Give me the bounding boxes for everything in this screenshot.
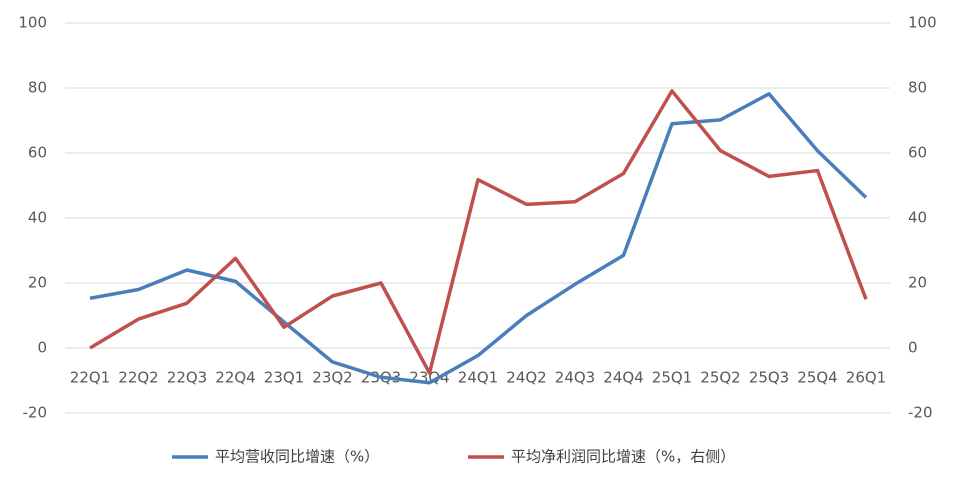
y-tick-label: 20 <box>28 274 47 292</box>
x-tick-label: 24Q3 <box>555 369 595 387</box>
y-tick-label: 0 <box>37 339 47 357</box>
y2-tick-label: -20 <box>908 404 933 422</box>
x-tick-label: 22Q3 <box>167 369 207 387</box>
y-tick-label: 40 <box>28 209 47 227</box>
y2-tick-label: 40 <box>908 209 927 227</box>
x-tick-label: 22Q1 <box>70 369 110 387</box>
x-tick-label: 25Q3 <box>749 369 789 387</box>
x-tick-label: 22Q4 <box>215 369 255 387</box>
y-tick-label: -20 <box>23 404 48 422</box>
y2-tick-label: 60 <box>908 144 927 162</box>
series-line <box>89 92 868 385</box>
x-tick-label: 24Q4 <box>603 369 643 387</box>
x-tick-label: 24Q1 <box>458 369 498 387</box>
y-tick-label: 80 <box>28 79 47 97</box>
y-tick-label: 60 <box>28 144 47 162</box>
y-tick-label: 100 <box>18 14 47 32</box>
x-tick-label: 24Q2 <box>506 369 546 387</box>
y2-tick-label: 0 <box>908 339 918 357</box>
legend: 平均营收同比增速（%） 平均净利润同比增速（%，右侧） <box>172 448 735 466</box>
legend-label: 平均净利润同比增速（%，右侧） <box>511 448 735 466</box>
y2-tick-label: 80 <box>908 79 927 97</box>
x-tick-label: 26Q1 <box>846 369 886 387</box>
x-tick-label: 25Q1 <box>652 369 692 387</box>
series-line <box>89 89 868 375</box>
x-tick-label: 25Q4 <box>797 369 837 387</box>
x-tick-label: 23Q2 <box>312 369 352 387</box>
x-tick-label: 25Q2 <box>700 369 740 387</box>
x-tick-label: 22Q2 <box>118 369 158 387</box>
y2-tick-label: 100 <box>908 14 937 32</box>
y2-tick-label: 20 <box>908 274 927 292</box>
x-tick-label: 23Q1 <box>264 369 304 387</box>
legend-label: 平均营收同比增速（%） <box>215 448 379 466</box>
